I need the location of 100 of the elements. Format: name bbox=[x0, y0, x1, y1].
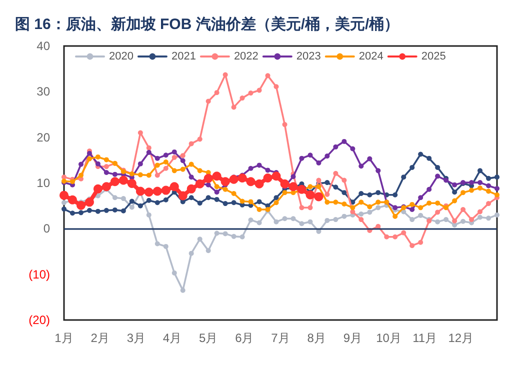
legend-label: 2021 bbox=[171, 50, 196, 62]
point bbox=[112, 172, 118, 177]
point bbox=[358, 164, 364, 169]
point bbox=[486, 176, 492, 181]
y-tick-label: (10) bbox=[28, 267, 50, 282]
point bbox=[342, 178, 347, 183]
point bbox=[163, 152, 168, 158]
point bbox=[410, 164, 415, 170]
y-tick-label: 20 bbox=[36, 130, 50, 144]
point bbox=[410, 202, 415, 207]
point bbox=[308, 152, 313, 158]
point bbox=[256, 220, 262, 226]
point bbox=[84, 198, 94, 207]
point bbox=[494, 192, 500, 198]
point bbox=[342, 190, 347, 196]
point bbox=[288, 182, 298, 192]
point bbox=[494, 212, 500, 218]
point bbox=[180, 158, 186, 164]
point bbox=[469, 180, 474, 186]
x-tick-label: 7月 bbox=[271, 331, 290, 345]
point bbox=[62, 206, 66, 212]
point bbox=[342, 202, 347, 207]
point bbox=[104, 208, 109, 213]
point bbox=[274, 84, 279, 90]
point bbox=[129, 204, 134, 210]
point bbox=[206, 195, 211, 200]
point bbox=[460, 190, 466, 196]
point bbox=[78, 172, 84, 178]
point bbox=[86, 156, 92, 162]
point bbox=[274, 195, 279, 200]
point bbox=[282, 122, 288, 128]
y-tick-label: 40 bbox=[36, 39, 50, 53]
point bbox=[229, 174, 238, 184]
point bbox=[367, 192, 372, 198]
point bbox=[435, 174, 440, 179]
x-tick-label: 1月 bbox=[54, 331, 74, 345]
point bbox=[256, 199, 262, 204]
point bbox=[418, 205, 424, 210]
point bbox=[486, 188, 492, 194]
point bbox=[342, 138, 347, 144]
point bbox=[435, 200, 440, 206]
point bbox=[280, 179, 290, 188]
point bbox=[206, 98, 211, 104]
point bbox=[350, 205, 356, 210]
point bbox=[274, 219, 279, 224]
point bbox=[138, 172, 143, 178]
point bbox=[163, 166, 168, 171]
point bbox=[265, 73, 270, 78]
point bbox=[231, 234, 236, 239]
point bbox=[410, 243, 415, 248]
point bbox=[70, 210, 75, 216]
point bbox=[136, 186, 145, 196]
point bbox=[70, 179, 75, 184]
point bbox=[358, 200, 364, 205]
point bbox=[367, 210, 372, 215]
point bbox=[195, 179, 204, 188]
point bbox=[138, 130, 143, 136]
point bbox=[324, 180, 330, 186]
point bbox=[426, 186, 432, 192]
point bbox=[127, 178, 136, 188]
y-tick-label: (20) bbox=[28, 313, 50, 327]
point bbox=[392, 214, 398, 219]
x-tick-label: 12月 bbox=[448, 331, 474, 345]
point bbox=[197, 136, 202, 142]
point bbox=[324, 218, 330, 223]
point bbox=[290, 216, 296, 222]
point bbox=[376, 224, 381, 229]
point bbox=[188, 141, 194, 146]
point bbox=[297, 184, 306, 194]
point bbox=[95, 161, 100, 166]
point bbox=[214, 90, 220, 96]
point bbox=[478, 214, 483, 220]
x-tick-label: 11月 bbox=[412, 331, 438, 345]
point bbox=[68, 195, 77, 204]
point bbox=[172, 154, 177, 160]
point bbox=[333, 170, 338, 176]
point bbox=[170, 182, 179, 192]
point bbox=[426, 200, 432, 206]
point bbox=[102, 182, 111, 192]
point bbox=[180, 166, 186, 172]
point bbox=[222, 186, 228, 192]
point bbox=[180, 153, 186, 158]
point bbox=[367, 204, 372, 210]
point bbox=[314, 192, 324, 202]
point bbox=[392, 192, 398, 198]
point bbox=[410, 206, 415, 212]
legend-label: 2025 bbox=[421, 50, 446, 62]
point bbox=[358, 212, 364, 217]
point bbox=[110, 177, 120, 186]
point bbox=[163, 159, 168, 164]
legend-label: 2020 bbox=[109, 50, 134, 62]
point bbox=[299, 205, 304, 210]
point bbox=[246, 177, 256, 186]
point bbox=[86, 208, 92, 213]
point bbox=[333, 217, 338, 222]
point bbox=[214, 190, 220, 195]
point bbox=[452, 218, 458, 224]
point bbox=[231, 191, 236, 196]
point bbox=[248, 217, 254, 222]
point bbox=[204, 174, 213, 183]
